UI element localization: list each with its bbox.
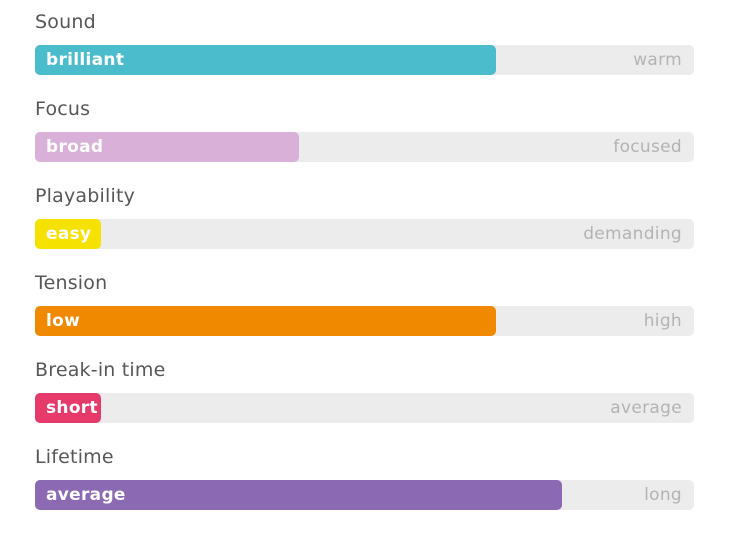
property-row-playability: Playability easy demanding	[35, 183, 694, 249]
property-track: brilliant warm	[35, 45, 694, 75]
property-low-end-label: short	[46, 398, 98, 418]
property-high-end-label: warm	[633, 50, 682, 70]
property-name-label: Sound	[35, 11, 96, 33]
property-high-end-label: high	[643, 311, 682, 331]
property-track: low high	[35, 306, 694, 336]
property-name-label: Focus	[35, 98, 91, 120]
property-fill-bar: easy	[35, 219, 101, 249]
property-name-label: Playability	[35, 185, 136, 207]
property-low-end-label: average	[46, 485, 126, 505]
property-low-end-label: brilliant	[46, 50, 125, 70]
property-track: broad focused	[35, 132, 694, 162]
property-fill-bar: low	[35, 306, 497, 336]
property-row-sound: Sound brilliant warm	[35, 9, 694, 75]
property-fill-bar: short	[35, 393, 101, 423]
property-row-lifetime: Lifetime average long	[35, 444, 694, 510]
property-fill-bar: brilliant	[35, 45, 497, 75]
property-row-break-in-time: Break-in time short average	[35, 357, 694, 423]
property-low-end-label: low	[46, 311, 81, 331]
property-low-end-label: easy	[46, 224, 92, 244]
property-low-end-label: broad	[46, 137, 104, 157]
property-fill-bar: broad	[35, 132, 299, 162]
property-fill-bar: average	[35, 480, 563, 510]
property-track: easy demanding	[35, 219, 694, 249]
property-name-label: Break-in time	[35, 359, 166, 381]
property-row-tension: Tension low high	[35, 270, 694, 336]
property-high-end-label: focused	[613, 137, 682, 157]
property-high-end-label: long	[644, 485, 682, 505]
property-name-label: Lifetime	[35, 446, 114, 468]
property-name-label: Tension	[35, 272, 108, 294]
property-row-focus: Focus broad focused	[35, 96, 694, 162]
string-properties-panel: Sound brilliant warm Focus broad focused…	[35, 9, 694, 510]
property-high-end-label: demanding	[583, 224, 682, 244]
property-high-end-label: average	[610, 398, 682, 418]
property-track: average long	[35, 480, 694, 510]
property-track: short average	[35, 393, 694, 423]
